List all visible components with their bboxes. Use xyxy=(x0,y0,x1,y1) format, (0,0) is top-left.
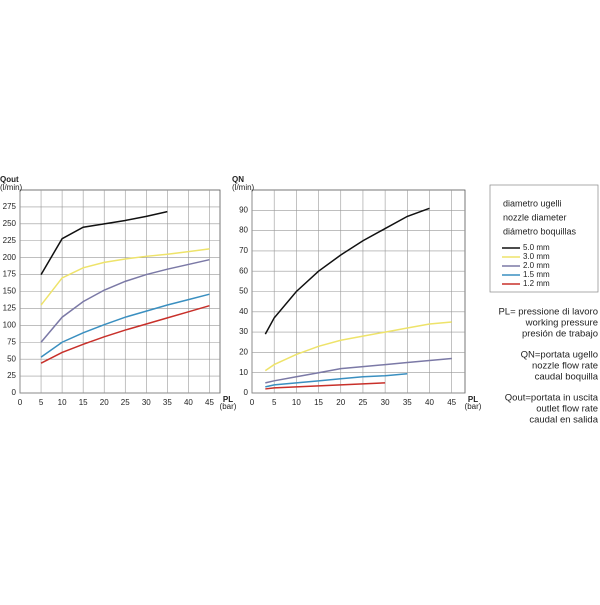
legend-label: 5.0 mm xyxy=(523,243,550,252)
x-tick-label: 35 xyxy=(403,398,412,407)
y-axis-label: Qout xyxy=(0,175,19,184)
series-line xyxy=(40,210,168,275)
y-tick-label: 50 xyxy=(7,354,16,363)
x-axis-label: PL xyxy=(223,395,233,404)
legend-box xyxy=(489,184,599,293)
note: outlet flow rate xyxy=(536,404,598,415)
y-tick-label: 60 xyxy=(239,266,248,275)
legend-title: nozzle diameter xyxy=(503,212,567,222)
legend-title: diámetro boquillas xyxy=(503,226,577,236)
series-line xyxy=(40,293,210,358)
x-tick-label: 10 xyxy=(292,398,301,407)
note: working pressure xyxy=(525,318,598,329)
series-line xyxy=(40,258,210,343)
y-tick-label: 0 xyxy=(12,388,17,397)
series-line xyxy=(264,321,452,372)
note: Qout=portata in uscita xyxy=(505,393,599,404)
y-tick-label: 20 xyxy=(239,348,248,357)
x-tick-label: 15 xyxy=(314,398,323,407)
y-axis-label: QN xyxy=(232,175,244,184)
note: presión de trabajo xyxy=(522,329,598,340)
note: caudal boquilla xyxy=(535,372,599,383)
y-tick-label: 30 xyxy=(239,327,248,336)
x-tick-label: 40 xyxy=(425,398,434,407)
x-tick-label: 5 xyxy=(272,398,277,407)
y-tick-label: 90 xyxy=(239,205,248,214)
y-tick-label: 40 xyxy=(239,307,248,316)
x-tick-label: 15 xyxy=(79,398,88,407)
x-axis-unit: (bar) xyxy=(220,402,237,411)
note: nozzle flow rate xyxy=(532,361,598,372)
x-tick-label: 35 xyxy=(163,398,172,407)
legend-title: diametro ugelli xyxy=(503,198,562,208)
legend-label: 1.5 mm xyxy=(523,270,550,279)
series-line xyxy=(40,304,210,364)
x-tick-label: 20 xyxy=(336,398,345,407)
y-tick-label: 100 xyxy=(3,320,17,329)
x-tick-label: 40 xyxy=(184,398,193,407)
y-axis-unit: (l/min) xyxy=(0,183,23,192)
series-line xyxy=(265,382,386,390)
series-line xyxy=(265,372,408,388)
y-tick-label: 225 xyxy=(3,236,17,245)
y-tick-label: 25 xyxy=(7,371,16,380)
y-tick-label: 250 xyxy=(3,219,17,228)
legend-label: 3.0 mm xyxy=(523,252,550,261)
x-tick-label: 20 xyxy=(100,398,109,407)
x-tick-label: 45 xyxy=(447,398,456,407)
x-tick-label: 0 xyxy=(250,398,255,407)
x-tick-label: 30 xyxy=(381,398,390,407)
x-axis-label: PL xyxy=(468,395,478,404)
y-tick-label: 70 xyxy=(239,246,248,255)
legend-label: 1.2 mm xyxy=(523,279,550,288)
x-tick-label: 0 xyxy=(18,398,23,407)
x-axis-unit: (bar) xyxy=(465,402,482,411)
x-tick-label: 30 xyxy=(142,398,151,407)
y-tick-label: 50 xyxy=(239,287,248,296)
note: PL= pressione di lavoro xyxy=(498,307,598,318)
legend-label: 2.0 mm xyxy=(523,261,550,270)
y-tick-label: 175 xyxy=(3,270,17,279)
x-tick-label: 25 xyxy=(121,398,130,407)
y-tick-label: 75 xyxy=(7,337,16,346)
note: QN=portata ugello xyxy=(521,350,598,361)
note: caudal en salida xyxy=(529,415,598,426)
series-line xyxy=(265,357,452,384)
y-tick-label: 150 xyxy=(3,287,17,296)
y-tick-label: 275 xyxy=(3,202,17,211)
y-tick-label: 200 xyxy=(3,253,17,262)
x-tick-label: 10 xyxy=(58,398,67,407)
x-tick-label: 5 xyxy=(39,398,44,407)
series-line xyxy=(40,248,210,306)
x-tick-label: 45 xyxy=(205,398,214,407)
y-tick-label: 80 xyxy=(239,226,248,235)
y-tick-label: 0 xyxy=(244,388,249,397)
y-tick-label: 125 xyxy=(3,304,17,313)
y-tick-label: 10 xyxy=(239,368,248,377)
series-line xyxy=(264,207,430,335)
x-tick-label: 25 xyxy=(358,398,367,407)
y-axis-unit: (l/min) xyxy=(232,183,255,192)
